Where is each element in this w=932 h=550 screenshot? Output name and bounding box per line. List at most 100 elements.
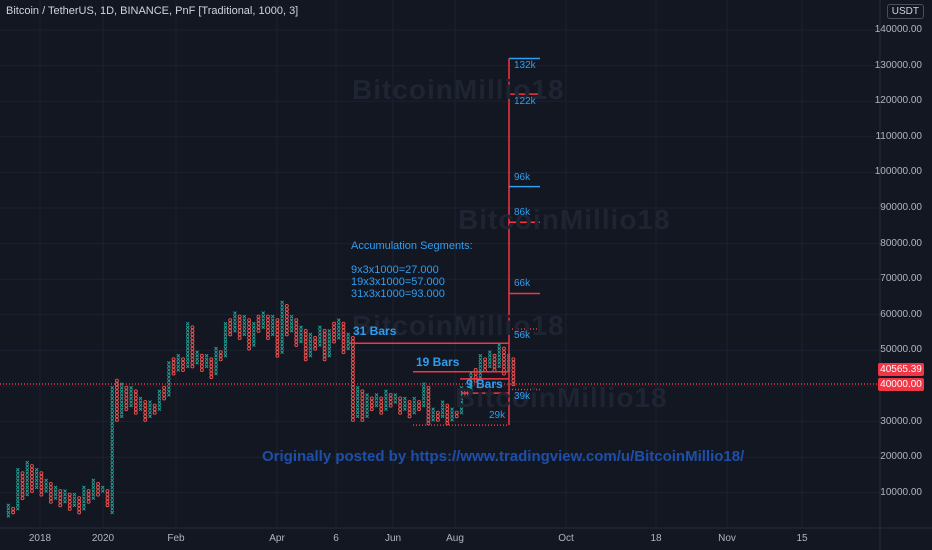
- x-column: [176, 353, 181, 372]
- x-box: [261, 318, 266, 322]
- o-box: [435, 417, 440, 422]
- o-box: [511, 364, 516, 369]
- o-box: [228, 325, 233, 330]
- x-box: [299, 336, 303, 340]
- o-box: [133, 389, 138, 394]
- x-box: [110, 407, 115, 411]
- o-box: [350, 403, 355, 408]
- o-box: [114, 407, 119, 412]
- o-box: [247, 343, 252, 348]
- o-box: [275, 321, 280, 326]
- level-price-tag: 40000.00: [878, 378, 924, 391]
- watermark-text: BitcoinMillio18: [352, 310, 565, 341]
- x-box: [148, 410, 152, 415]
- x-box: [44, 489, 48, 493]
- price-tick-label: 140000.00: [874, 24, 922, 35]
- x-box: [82, 492, 86, 497]
- x-box: [223, 321, 228, 326]
- x-box: [289, 314, 294, 319]
- o-box: [275, 343, 280, 348]
- x-box: [110, 492, 115, 497]
- x-box: [148, 414, 152, 419]
- o-box: [143, 403, 148, 408]
- x-column: [34, 467, 39, 490]
- o-box: [426, 403, 431, 408]
- o-column: [86, 489, 91, 504]
- x-box: [487, 350, 492, 354]
- x-box: [53, 492, 58, 497]
- o-box: [445, 414, 450, 419]
- symbol-title[interactable]: Bitcoin / TetherUS, 1D, BINANCE, PnF [Tr…: [6, 5, 299, 17]
- x-box: [157, 389, 162, 394]
- x-box: [403, 407, 407, 411]
- o-box: [350, 353, 355, 358]
- o-box: [256, 314, 261, 319]
- o-box: [332, 332, 336, 337]
- o-box: [67, 506, 72, 511]
- x-box: [167, 378, 171, 383]
- x-box: [204, 364, 209, 369]
- x-column: [100, 485, 105, 493]
- x-box: [280, 311, 284, 315]
- o-box: [511, 382, 516, 387]
- x-box: [459, 410, 464, 415]
- currency-badge[interactable]: USDT: [886, 4, 924, 19]
- x-box: [280, 325, 284, 330]
- x-box: [299, 329, 303, 333]
- x-box: [469, 375, 473, 379]
- o-box: [114, 410, 119, 415]
- o-box: [30, 467, 34, 472]
- x-box: [355, 400, 360, 404]
- x-box: [403, 400, 407, 404]
- x-box: [110, 489, 115, 493]
- x-box: [176, 368, 181, 372]
- x-column: [148, 400, 152, 419]
- x-box: [497, 364, 502, 369]
- x-box: [440, 407, 445, 411]
- x-box: [110, 453, 115, 458]
- x-box: [34, 485, 39, 490]
- x-box: [214, 371, 218, 376]
- x-box: [110, 435, 115, 440]
- o-box: [350, 360, 355, 365]
- o-box: [426, 385, 431, 390]
- o-column: [199, 353, 204, 372]
- o-column: [237, 314, 242, 340]
- x-column: [6, 503, 11, 518]
- x-box: [318, 339, 322, 344]
- o-box: [237, 332, 242, 337]
- o-box: [162, 385, 167, 390]
- x-box: [25, 489, 30, 493]
- o-box: [143, 407, 148, 412]
- x-box: [440, 403, 445, 408]
- o-box: [228, 318, 233, 323]
- x-box: [185, 343, 190, 347]
- o-column: [133, 389, 138, 415]
- x-column: [497, 343, 502, 369]
- o-box: [313, 346, 318, 351]
- x-box: [119, 389, 124, 394]
- o-box: [171, 371, 176, 376]
- x-box: [185, 350, 190, 354]
- o-box: [96, 489, 100, 493]
- x-box: [82, 496, 86, 500]
- x-box: [478, 375, 483, 379]
- x-box: [440, 414, 445, 419]
- x-box: [204, 353, 209, 358]
- o-box: [86, 492, 91, 497]
- o-column: [124, 385, 129, 412]
- o-column: [511, 357, 516, 387]
- o-column: [67, 492, 72, 511]
- o-box: [30, 489, 34, 493]
- o-box: [360, 407, 365, 412]
- x-box: [355, 410, 360, 415]
- o-box: [30, 481, 34, 486]
- o-box: [48, 485, 53, 490]
- o-box: [190, 364, 195, 369]
- o-box: [435, 410, 440, 415]
- x-box: [280, 318, 284, 322]
- x-box: [308, 346, 313, 351]
- x-box: [355, 407, 360, 411]
- x-box: [242, 321, 247, 326]
- o-box: [341, 335, 346, 340]
